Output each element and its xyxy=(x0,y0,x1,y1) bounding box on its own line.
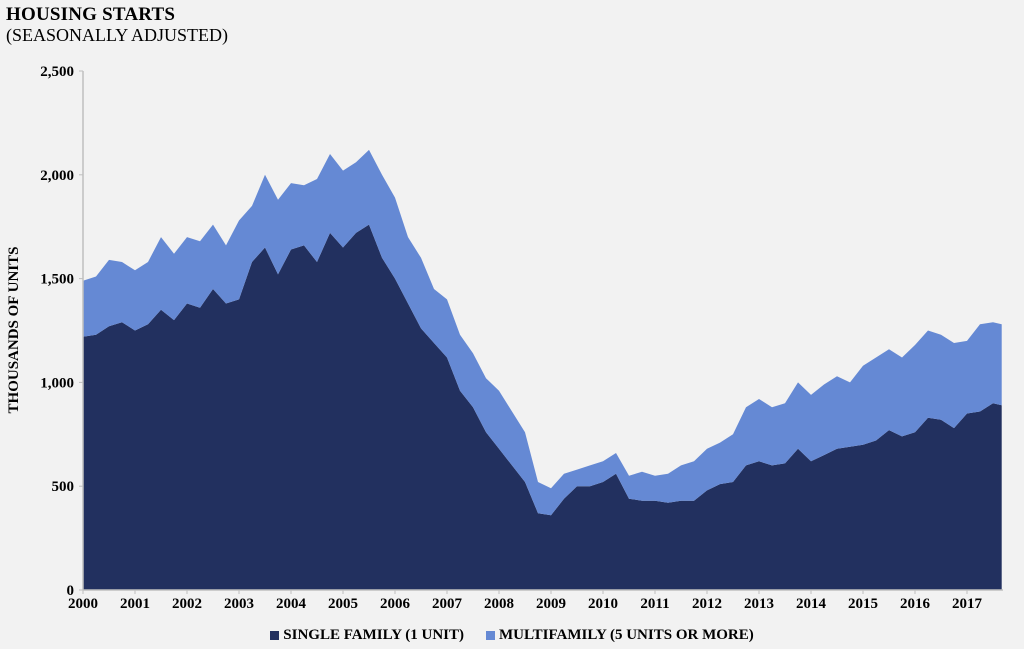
x-tick-label: 2003 xyxy=(224,596,254,612)
axes: 0 500 1,000 1,500 2,000 2,500 2000 2001 2002 2003… xyxy=(40,64,1003,612)
legend-swatch-multifamily xyxy=(485,631,495,640)
legend-swatch-single-family xyxy=(270,631,280,640)
y-tick-label: 2,500 xyxy=(40,64,74,80)
x-tick-label: 2007 xyxy=(432,596,463,612)
legend: SINGLE FAMILY (1 UNIT) MULTIFAMILY (5 UN… xyxy=(0,627,1024,644)
x-tick-label: 2006 xyxy=(380,596,411,612)
y-tick-label: 0 xyxy=(67,583,75,599)
x-tick-label: 2005 xyxy=(328,596,358,612)
legend-item-multifamily: MULTIFAMILY (5 UNITS OR MORE) xyxy=(485,627,754,644)
y-tick-label: 500 xyxy=(52,479,75,495)
y-tick-label: 1,000 xyxy=(40,375,74,391)
legend-label-single-family: SINGLE FAMILY (1 UNIT) xyxy=(283,627,464,643)
chart-title: HOUSING STARTS xyxy=(6,4,176,25)
x-tick-label: 2000 xyxy=(68,596,98,612)
x-tick-label: 2014 xyxy=(796,596,827,612)
x-tick-label: 2010 xyxy=(588,596,618,612)
chart-subtitle: (SEASONALLY ADJUSTED) xyxy=(6,25,229,45)
area-series-single-family xyxy=(83,224,1002,590)
x-tick-label: 2008 xyxy=(484,596,514,612)
x-tick-label: 2012 xyxy=(692,596,722,612)
x-tick-label: 2002 xyxy=(172,596,202,612)
legend-label-multifamily: MULTIFAMILY (5 UNITS OR MORE) xyxy=(498,627,754,643)
x-tick-label: 2001 xyxy=(120,596,150,612)
y-tick-label: 1,500 xyxy=(40,272,74,288)
areas xyxy=(83,149,1002,590)
x-tick-label: 2015 xyxy=(848,596,878,612)
x-tick-label: 2013 xyxy=(744,596,774,612)
y-tick-label: 2,000 xyxy=(40,168,74,184)
x-tick-label: 2016 xyxy=(900,596,931,612)
legend-item-single-family: SINGLE FAMILY (1 UNIT) xyxy=(270,627,464,644)
x-tick-label: 2009 xyxy=(536,596,566,612)
area-series-multifamily xyxy=(83,149,1002,516)
x-tick-label: 2017 xyxy=(952,596,983,612)
x-tick-label: 2011 xyxy=(640,596,669,612)
y-axis-label: THOUSANDS OF UNITS xyxy=(6,247,22,414)
x-tick-label: 2004 xyxy=(276,596,307,612)
